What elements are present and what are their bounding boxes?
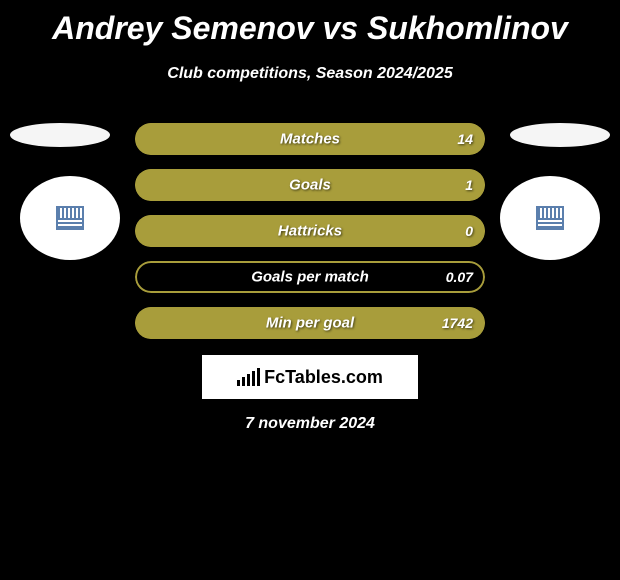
stat-label: Goals	[289, 177, 331, 194]
page-subtitle: Club competitions, Season 2024/2025	[0, 65, 620, 83]
stat-bar-min-per-goal: Min per goal 1742	[135, 307, 485, 339]
stat-bar-hattricks: Hattricks 0	[135, 215, 485, 247]
content-area: Matches 14 Goals 1 Hattricks 0 Goals per…	[0, 123, 620, 433]
stat-label: Matches	[280, 131, 340, 148]
stat-value: 14	[457, 131, 473, 147]
main-container: Andrey Semenov vs Sukhomlinov Club compe…	[0, 0, 620, 580]
stat-label: Hattricks	[278, 223, 342, 240]
stat-value: 0.07	[446, 269, 473, 285]
player-badge-left	[10, 123, 110, 147]
stat-label: Min per goal	[266, 315, 354, 332]
shield-icon	[56, 206, 84, 230]
shield-icon	[536, 206, 564, 230]
team-circle-left	[20, 176, 120, 260]
stat-bar-goals: Goals 1	[135, 169, 485, 201]
stat-bar-goals-per-match: Goals per match 0.07	[135, 261, 485, 293]
logo-text: FcTables.com	[237, 367, 383, 388]
chart-icon	[237, 368, 260, 386]
logo-label: FcTables.com	[264, 367, 383, 388]
stat-value: 1742	[442, 315, 473, 331]
stat-bar-matches: Matches 14	[135, 123, 485, 155]
player-badge-right	[510, 123, 610, 147]
team-circle-right	[500, 176, 600, 260]
stats-wrapper: Matches 14 Goals 1 Hattricks 0 Goals per…	[135, 123, 485, 339]
stat-value: 1	[465, 177, 473, 193]
stat-value: 0	[465, 223, 473, 239]
date-text: 7 november 2024	[0, 415, 620, 433]
page-title: Andrey Semenov vs Sukhomlinov	[0, 0, 620, 47]
stat-label: Goals per match	[251, 269, 369, 286]
logo-box[interactable]: FcTables.com	[202, 355, 418, 399]
